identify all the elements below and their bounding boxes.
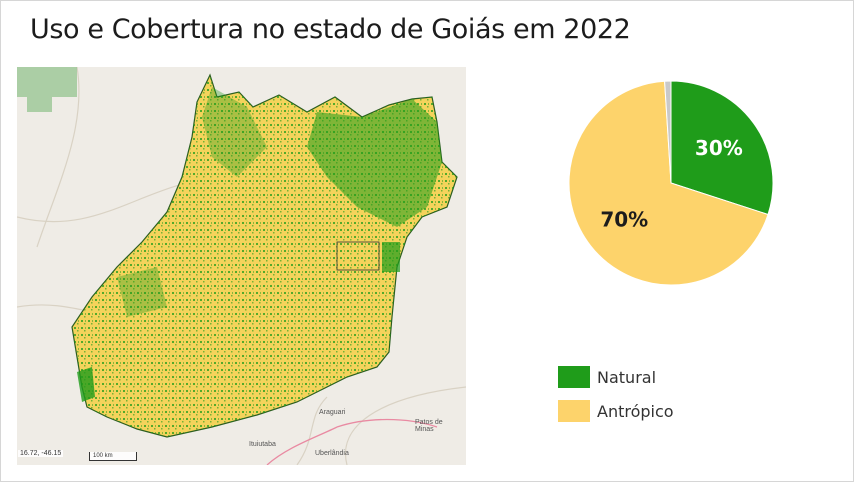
- map-coordinates: 16.72, -46.15: [18, 450, 64, 457]
- goias-land-cover-map: Araguari Uberlândia Ituiutaba Patos de M…: [17, 67, 466, 465]
- legend-label-antropico: Antrópico: [597, 401, 674, 421]
- place-label-araguari: Araguari: [319, 409, 346, 416]
- pie-label-antropico: 70%: [600, 207, 648, 231]
- pie-chart: 30% 70%: [566, 78, 776, 288]
- place-label-ituiutaba: Ituiutaba: [249, 441, 276, 448]
- page-title: Uso e Cobertura no estado de Goiás em 20…: [30, 14, 631, 45]
- chart-legend: Natural Antrópico: [558, 365, 674, 433]
- place-label-uberlandia: Uberlândia: [315, 450, 349, 457]
- map-scale-bar: 100 km: [89, 452, 137, 461]
- legend-swatch-antropico: [558, 400, 590, 422]
- map-graphic: [17, 67, 466, 465]
- legend-item-natural: Natural: [558, 365, 674, 389]
- pie-slice-natural: [670, 80, 774, 216]
- pie-slice-antropico: [568, 80, 769, 286]
- pie-label-natural: 30%: [695, 136, 743, 160]
- place-label-patos-de-minas: Patos de Minas: [415, 419, 443, 433]
- pie-svg: 30% 70%: [568, 80, 774, 286]
- legend-swatch-natural: [558, 366, 590, 388]
- legend-label-natural: Natural: [597, 367, 657, 387]
- pie-slice-other: [664, 80, 672, 184]
- legend-item-antropico: Antrópico: [558, 399, 674, 423]
